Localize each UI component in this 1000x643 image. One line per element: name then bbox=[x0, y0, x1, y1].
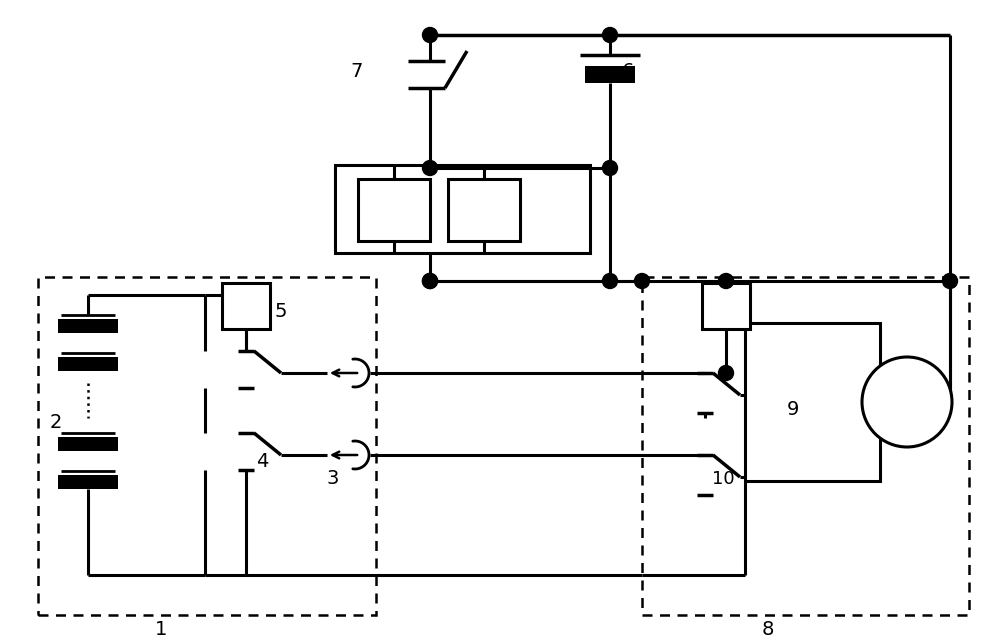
Text: 3: 3 bbox=[326, 469, 338, 488]
Circle shape bbox=[635, 273, 650, 289]
Bar bbox=[335, 165, 590, 253]
Text: Tv: Tv bbox=[456, 211, 476, 229]
Text: 1: 1 bbox=[155, 620, 167, 639]
Circle shape bbox=[422, 273, 438, 289]
Circle shape bbox=[862, 357, 952, 447]
Bar bbox=[585, 66, 635, 83]
Bar bbox=[745, 323, 880, 481]
Circle shape bbox=[942, 273, 958, 289]
Bar bbox=[702, 283, 750, 329]
Bar bbox=[222, 283, 270, 329]
Circle shape bbox=[602, 28, 618, 42]
Circle shape bbox=[422, 273, 438, 289]
Text: 9: 9 bbox=[787, 400, 799, 419]
Bar bbox=[358, 179, 430, 241]
Bar bbox=[58, 475, 118, 489]
Text: 6: 6 bbox=[622, 62, 634, 81]
Text: 5: 5 bbox=[275, 302, 288, 321]
Text: 4: 4 bbox=[256, 452, 268, 471]
Bar bbox=[58, 357, 118, 371]
Bar bbox=[642, 277, 969, 615]
Text: 7: 7 bbox=[350, 62, 362, 81]
Bar bbox=[38, 277, 376, 615]
Bar bbox=[58, 319, 118, 333]
Circle shape bbox=[422, 161, 438, 176]
Text: 10: 10 bbox=[712, 470, 735, 488]
Bar bbox=[448, 179, 520, 241]
Text: M: M bbox=[887, 408, 904, 428]
Circle shape bbox=[602, 161, 618, 176]
Circle shape bbox=[718, 273, 734, 289]
Circle shape bbox=[718, 365, 734, 381]
Text: Ts: Ts bbox=[366, 211, 382, 229]
Circle shape bbox=[602, 273, 618, 289]
Circle shape bbox=[422, 28, 438, 42]
Text: 2: 2 bbox=[50, 413, 62, 433]
Bar bbox=[58, 437, 118, 451]
Text: 8: 8 bbox=[762, 620, 774, 639]
